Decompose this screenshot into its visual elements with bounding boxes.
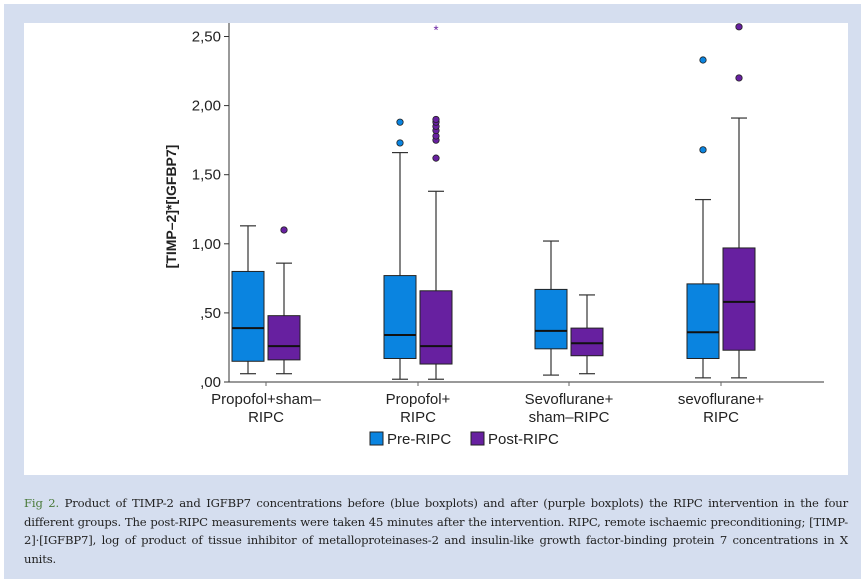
legend: Pre-RIPC Post-RIPC — [369, 431, 559, 448]
box-pre-ripc-2 — [383, 118, 417, 380]
x-tick-label: Propofol+ — [386, 391, 451, 408]
outlier-point — [432, 115, 440, 124]
legend-item-post-ripc: Post-RIPC — [470, 431, 559, 448]
x-tick-label: sham–RIPC — [529, 409, 610, 426]
x-tick-label: RIPC — [703, 409, 739, 426]
extreme-marker: * — [433, 23, 438, 38]
y-tick-label: 2,00 — [192, 98, 221, 115]
plot-area: ,00 ,50 1,00 1,50 2,00 2,50 [TIMP–2]*[IGFBP7] P… — [24, 23, 848, 475]
box-post-ripc-2: * — [419, 23, 453, 380]
y-tick-label: 2,50 — [192, 29, 221, 46]
outlier-point — [280, 226, 288, 234]
box-pre-ripc-4 — [686, 56, 720, 379]
box-post-ripc-3 — [570, 294, 604, 375]
legend-swatch — [369, 431, 384, 446]
box-iqr — [267, 315, 301, 361]
box-pre-ripc-1 — [231, 225, 265, 375]
outlier-point — [735, 23, 743, 31]
box-post-ripc-1 — [267, 226, 301, 375]
legend-item-pre-ripc: Pre-RIPC — [369, 431, 451, 448]
x-tick-label: RIPC — [248, 409, 284, 426]
x-tick-label: sevoflurane+ — [678, 391, 765, 408]
x-tick-label: Sevoflurane+ — [525, 391, 614, 408]
y-axis-label: [TIMP–2]*[IGFBP7] — [163, 145, 179, 269]
outlier-point — [396, 118, 404, 126]
outlier-point — [396, 139, 404, 147]
outlier-point — [699, 56, 707, 64]
outlier-point — [699, 146, 707, 154]
box-post-ripc-4 — [722, 23, 756, 379]
box-iqr — [231, 270, 265, 362]
box-iqr — [570, 327, 604, 357]
x-tick-label: RIPC — [400, 409, 436, 426]
outlier-point — [735, 74, 743, 82]
figure-frame: ,00 ,50 1,00 1,50 2,00 2,50 [TIMP–2]*[IGFBP7] P… — [4, 4, 861, 579]
y-tick-label: 1,00 — [192, 236, 221, 253]
box-iqr — [686, 283, 720, 360]
boxplot-chart: ,00 ,50 1,00 1,50 2,00 2,50 [TIMP–2]*[IGFBP7] P… — [163, 23, 824, 448]
box-iqr — [419, 290, 453, 365]
box-iqr — [383, 275, 417, 360]
outlier-point — [432, 154, 440, 162]
legend-label: Post-RIPC — [488, 431, 559, 448]
box-iqr — [534, 288, 568, 350]
figure-caption-text: Product of TIMP-2 and IGFBP7 concentrati… — [24, 496, 848, 566]
y-tick-label: 1,50 — [192, 167, 221, 184]
y-tick-label: ,00 — [200, 374, 221, 391]
y-tick-label: ,50 — [200, 305, 221, 322]
x-tick-label: Propofol+sham– — [211, 391, 321, 408]
box-iqr — [722, 247, 756, 351]
box-pre-ripc-3 — [534, 240, 568, 376]
figure-caption-label: Fig 2. — [24, 496, 60, 510]
legend-swatch — [470, 431, 485, 446]
figure-caption: Fig 2. Product of TIMP-2 and IGFBP7 conc… — [24, 494, 848, 568]
legend-label: Pre-RIPC — [387, 431, 451, 448]
